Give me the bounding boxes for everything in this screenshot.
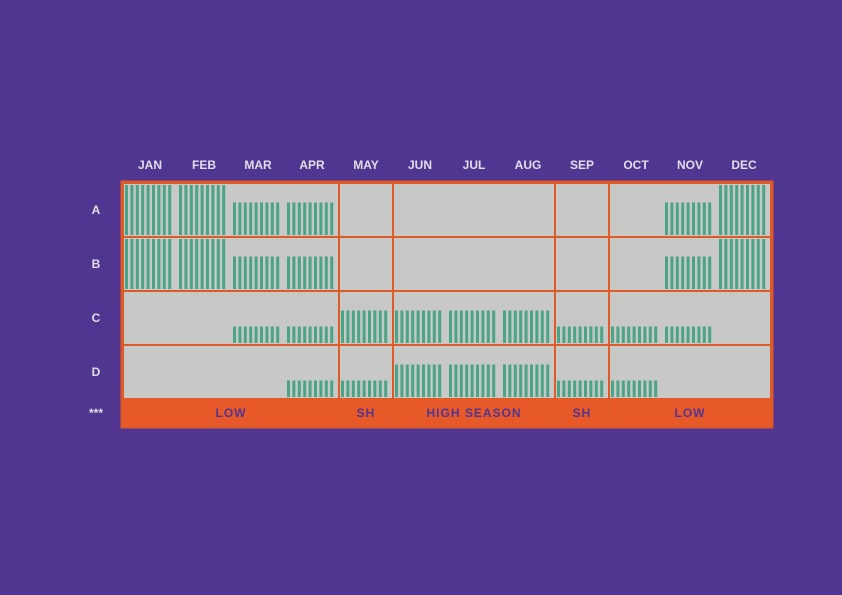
bar-c-oct (611, 326, 658, 343)
bar-c-jun (395, 310, 442, 343)
bar-a-mar (233, 202, 280, 235)
month-label-nov: NOV (677, 158, 703, 172)
season-divider (608, 183, 610, 427)
bar-c-mar (233, 326, 280, 343)
season-row-label: *** (89, 406, 103, 420)
bar-b-jan (125, 239, 172, 289)
row-label-b: B (92, 257, 101, 271)
bar-a-jan (125, 185, 172, 235)
bar-c-jul (449, 310, 496, 343)
month-label-dec: DEC (731, 158, 757, 172)
bar-d-sep (557, 380, 604, 397)
bar-a-dec (719, 185, 766, 235)
season-band (123, 399, 771, 427)
month-label-may: MAY (353, 158, 379, 172)
bar-d-aug (503, 364, 550, 397)
month-label-apr: APR (299, 158, 325, 172)
bar-d-oct (611, 380, 658, 397)
season-label-3: SH (573, 406, 592, 420)
bar-b-nov (665, 256, 712, 289)
season-label-1: SH (357, 406, 376, 420)
bar-a-feb (179, 185, 226, 235)
row-divider (123, 236, 771, 238)
bar-a-apr (287, 202, 334, 235)
bar-b-mar (233, 256, 280, 289)
bar-c-aug (503, 310, 550, 343)
chart-border (120, 180, 774, 429)
bar-c-apr (287, 326, 334, 343)
bar-d-jul (449, 364, 496, 397)
season-divider (338, 183, 340, 427)
bar-c-sep (557, 326, 604, 343)
month-label-jul: JUL (463, 158, 486, 172)
season-label-0: LOW (216, 406, 247, 420)
season-label-2: HIGH SEASON (426, 406, 521, 420)
row-divider (123, 290, 771, 292)
bar-b-dec (719, 239, 766, 289)
season-divider (392, 183, 394, 427)
bar-b-feb (179, 239, 226, 289)
bar-d-apr (287, 380, 334, 397)
row-divider (123, 344, 771, 346)
bar-d-may (341, 380, 388, 397)
season-divider (554, 183, 556, 427)
row-label-d: D (92, 365, 101, 379)
month-label-aug: AUG (515, 158, 542, 172)
month-label-feb: FEB (192, 158, 216, 172)
month-label-oct: OCT (623, 158, 649, 172)
season-label-4: LOW (675, 406, 706, 420)
row-label-c: C (92, 311, 101, 325)
bar-d-jun (395, 364, 442, 397)
row-label-a: A (92, 203, 101, 217)
bar-a-nov (665, 202, 712, 235)
month-label-jun: JUN (408, 158, 432, 172)
bar-c-nov (665, 326, 712, 343)
bar-c-may (341, 310, 388, 343)
month-label-sep: SEP (570, 158, 594, 172)
bar-b-apr (287, 256, 334, 289)
month-label-jan: JAN (138, 158, 162, 172)
month-label-mar: MAR (244, 158, 272, 172)
